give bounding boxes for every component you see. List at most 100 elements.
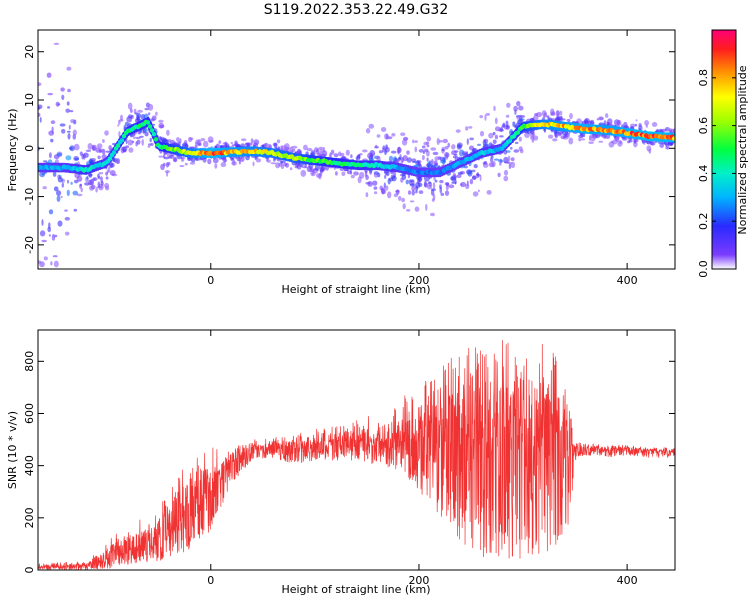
spectrogram-cell: [66, 189, 70, 196]
spectrogram-cell: [93, 178, 96, 181]
spectrogram-cell: [56, 190, 62, 196]
spectrogram-cell: [85, 149, 92, 152]
spectrogram-cell: [507, 155, 511, 162]
spectrogram-cell: [51, 126, 54, 134]
spectrogram-cell: [170, 139, 175, 145]
snr-xtick-label: 0: [207, 574, 214, 587]
spectrogram-cell: [341, 171, 346, 177]
spectrogram-cell: [508, 163, 512, 169]
spectrogram-cell: [207, 158, 212, 165]
spectrogram-cell: [664, 142, 668, 147]
spectrogram-cell: [114, 159, 120, 164]
spectrogram-cell: [118, 131, 121, 137]
spectrogram-cell: [398, 156, 402, 160]
spectrogram-cell: [661, 128, 667, 132]
spectrogram-cell: [246, 142, 253, 146]
spectrogram-cell: [369, 169, 372, 175]
spectrogram-cell: [380, 187, 385, 195]
spectrogram-cell: [47, 226, 51, 233]
spectrogram-cell: [494, 117, 498, 125]
spectrogram-cell: [455, 129, 461, 133]
snr-series-line: [38, 340, 675, 570]
spectrogram-cell: [499, 135, 504, 138]
spectrogram-cell: [405, 179, 409, 185]
spectrogram-cell: [80, 187, 83, 193]
spectrogram-cell: [194, 144, 198, 149]
spectrogram-cell: [607, 118, 613, 125]
spectrogram-cell: [102, 139, 105, 143]
spectrogram-cell: [415, 160, 421, 166]
spectrogram-cell: [596, 118, 599, 121]
spectrogram-cell: [109, 162, 115, 168]
spectrogram-ridge-core: [153, 137, 159, 142]
spectrogram-cell: [407, 190, 412, 195]
spectrogram-cell: [357, 176, 362, 184]
spectrogram-cell: [505, 120, 509, 128]
spectrogram-cell: [47, 106, 51, 109]
spectrogram-cell: [189, 137, 194, 141]
spectrogram-cell: [648, 148, 652, 154]
spectrogram-cell: [148, 112, 151, 116]
spectrogram-cell: [532, 130, 535, 137]
snr-ytick-label: 200: [23, 507, 36, 528]
spectrogram-cell: [289, 167, 293, 171]
spectrogram-cell: [136, 139, 141, 145]
spectrogram-cell: [38, 82, 42, 86]
spectrogram-ytick-label: 20: [23, 45, 36, 59]
spectrogram-cell: [50, 138, 54, 143]
spectrogram-cell: [51, 233, 56, 241]
spectrogram-cell: [104, 182, 110, 189]
spectrogram-cell: [384, 174, 387, 179]
spectrogram-cell: [57, 103, 61, 106]
spectrogram-ridge-core: [145, 120, 151, 125]
spectrogram-cell: [237, 156, 242, 160]
spectrogram-cell: [376, 134, 381, 138]
spectrogram-cell: [294, 165, 299, 169]
spectrogram-cell: [50, 261, 53, 266]
spectrogram-ytick-label: 10: [23, 93, 36, 107]
spectrogram-cell: [72, 129, 77, 136]
spectrogram-cell: [412, 139, 415, 144]
spectrogram-cell: [433, 176, 436, 181]
spectrogram-cell: [505, 150, 511, 153]
spectrogram-cell: [147, 145, 151, 148]
spectrogram-cell: [559, 115, 563, 123]
colorbar-label: Normalized spectral amplitude: [736, 65, 749, 234]
spectrogram-cell: [513, 105, 518, 112]
spectrogram-cell: [255, 158, 262, 163]
spectrogram-cell: [406, 150, 410, 155]
spectrogram-cell: [476, 172, 480, 179]
spectrogram-cell: [141, 138, 144, 146]
spectrogram-cell: [101, 154, 107, 160]
spectrogram-cell: [588, 141, 594, 144]
spectrogram-cell: [603, 120, 607, 125]
spectrogram-cell: [179, 165, 185, 167]
spectrogram-ridge-core: [115, 143, 121, 148]
spectrogram-cell: [104, 130, 109, 136]
snr-panel: 0 200 400 0 200 400 600 800 Height of straight …: [6, 329, 676, 596]
spectrogram-cell: [543, 112, 548, 118]
spectrogram-cell: [411, 185, 416, 192]
spectrogram-cell: [491, 160, 496, 168]
spectrogram-cell: [47, 92, 53, 96]
spectrogram-cell: [105, 176, 109, 180]
spectrogram-cell: [469, 137, 475, 141]
spectrogram-cell: [479, 175, 482, 182]
spectrogram-cell: [231, 157, 234, 160]
spectrogram-cell: [313, 168, 318, 171]
spectrogram-cell: [519, 118, 525, 121]
spectrogram-cell: [447, 142, 451, 148]
spectrogram-cell: [411, 190, 415, 196]
spectrogram-cell: [450, 176, 455, 181]
spectrogram-cell: [195, 139, 200, 145]
spectrogram-cell: [633, 138, 637, 145]
spectrogram-cell: [465, 183, 470, 190]
spectrogram-cell: [518, 146, 523, 152]
spectrogram-cell: [384, 133, 389, 140]
spectrogram-cell: [56, 195, 61, 202]
spectrogram-cell: [472, 191, 479, 197]
spectrogram-cell: [66, 130, 71, 133]
spectrogram-ridge-core: [147, 124, 153, 129]
spectrogram-cell: [403, 137, 408, 141]
